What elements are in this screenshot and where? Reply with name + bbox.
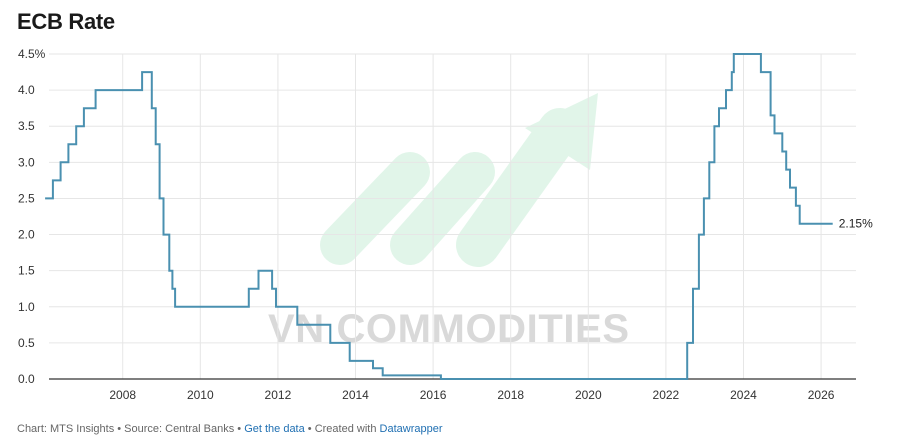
datawrapper-link[interactable]: Datawrapper <box>379 423 443 435</box>
x-tick-label: 2020 <box>575 388 602 402</box>
footer-created: • Created with <box>304 423 380 435</box>
y-tick-label: 1.0 <box>18 300 35 314</box>
watermark-text: VN COMMODITIES <box>268 307 630 351</box>
y-axis: 0.0 0.5 1.0 1.5 2.0 2.5 3.0 3.5 4.0 4.5% <box>18 47 46 386</box>
grid <box>49 53 856 379</box>
watermark-arrow-shaft <box>456 108 582 267</box>
x-tick-label: 2010 <box>187 388 214 402</box>
y-tick-label: 3.5 <box>18 119 35 133</box>
y-tick-label: 4.5% <box>18 47 46 61</box>
footer: Chart: MTS Insights • Source: Central Ba… <box>17 423 443 435</box>
y-tick-label: 2.0 <box>18 228 35 242</box>
x-tick-label: 2016 <box>420 388 447 402</box>
y-tick-label: 2.5 <box>18 191 35 205</box>
x-tick-label: 2026 <box>808 388 835 402</box>
rate-line <box>45 53 833 380</box>
footer-source: Chart: MTS Insights • Source: Central Ba… <box>17 423 245 435</box>
series-group <box>45 53 833 380</box>
watermark-bar-left <box>320 152 430 265</box>
y-tick-label: 4.0 <box>18 83 35 97</box>
watermark-logo <box>320 93 598 267</box>
watermark-arrow-head <box>525 93 598 170</box>
x-tick-label: 2008 <box>109 388 136 402</box>
get-data-link[interactable]: Get the data <box>244 423 305 435</box>
x-tick-label: 2022 <box>653 388 680 402</box>
y-tick-label: 0.5 <box>18 336 35 350</box>
y-tick-label: 1.5 <box>18 264 35 278</box>
y-tick-label: 3.0 <box>18 155 35 169</box>
x-tick-label: 2024 <box>730 388 757 402</box>
x-tick-label: 2014 <box>342 388 369 402</box>
watermark-bar-middle <box>390 152 495 265</box>
end-value-label: 2.15% <box>839 217 873 231</box>
x-axis: 2008 2010 2012 2014 2016 2018 2020 2022 2024 2026 <box>49 378 856 402</box>
x-tick-label: 2012 <box>265 388 292 402</box>
watermark: VN COMMODITIES <box>268 93 630 351</box>
chart-title: ECB Rate <box>17 9 115 34</box>
y-tick-label: 0.0 <box>18 372 35 386</box>
x-tick-label: 2018 <box>497 388 524 402</box>
